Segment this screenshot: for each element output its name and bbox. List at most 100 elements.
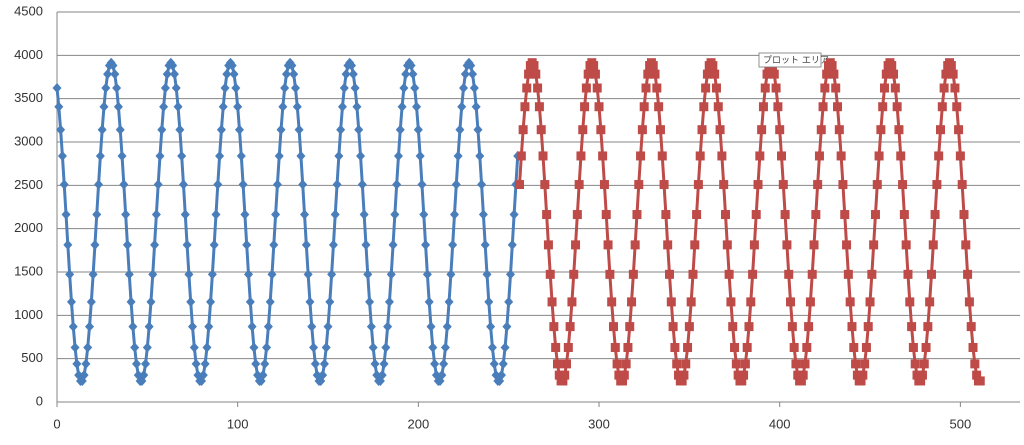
diamond-marker [366, 321, 376, 332]
square-marker [959, 210, 969, 220]
diamond-marker [222, 69, 232, 80]
square-marker [921, 342, 931, 352]
square-marker [547, 297, 557, 307]
square-marker [533, 83, 543, 93]
diamond-marker [289, 69, 299, 80]
square-marker [542, 210, 552, 220]
diamond-marker [169, 69, 179, 80]
diamond-marker [150, 239, 160, 250]
diamond-marker [280, 83, 290, 94]
diamond-marker [206, 296, 216, 307]
square-marker [607, 297, 617, 307]
square-marker [699, 102, 709, 112]
diamond-marker [262, 342, 272, 353]
square-marker [636, 151, 646, 161]
square-marker [753, 180, 763, 190]
diamond-marker [318, 370, 328, 381]
square-marker [661, 210, 671, 220]
square-marker [717, 151, 727, 161]
diamond-marker [482, 269, 492, 280]
square-marker [657, 151, 667, 161]
diamond-marker [388, 239, 398, 250]
diamond-marker [65, 269, 75, 280]
square-marker [594, 102, 604, 112]
square-marker [831, 83, 841, 93]
square-marker [858, 370, 868, 380]
diamond-marker [439, 358, 449, 369]
diamond-marker [86, 296, 96, 307]
diamond-marker [88, 269, 98, 280]
square-marker [852, 370, 862, 380]
square-marker [664, 269, 674, 279]
square-marker [814, 151, 824, 161]
diamond-marker [200, 358, 210, 369]
square-marker [627, 297, 637, 307]
diamond-marker [211, 209, 221, 220]
square-marker [905, 297, 915, 307]
square-marker [802, 342, 812, 352]
square-marker [889, 69, 899, 79]
y-tick-label: 1500 [14, 263, 43, 278]
square-marker [961, 240, 971, 250]
diamond-marker [209, 239, 219, 250]
square-marker [910, 359, 920, 369]
square-marker [928, 240, 938, 250]
diamond-marker [347, 60, 357, 71]
diamond-marker [430, 358, 440, 369]
square-marker [755, 151, 765, 161]
square-marker [686, 297, 696, 307]
diamond-marker [171, 83, 181, 94]
square-marker [813, 180, 823, 190]
square-marker [637, 125, 647, 135]
diamond-marker [131, 358, 141, 369]
y-tick-label: 2000 [14, 220, 43, 235]
diamond-marker [184, 269, 194, 280]
square-marker [515, 180, 525, 190]
diamond-marker [236, 150, 246, 161]
square-marker [576, 151, 586, 161]
square-marker [560, 370, 570, 380]
square-marker [780, 210, 790, 220]
diamond-marker [370, 358, 380, 369]
square-marker [534, 102, 544, 112]
square-marker [681, 359, 691, 369]
square-marker [972, 370, 982, 380]
square-marker [601, 210, 611, 220]
diamond-marker [442, 321, 452, 332]
y-tick-label: 3500 [14, 90, 43, 105]
diamond-marker [247, 321, 257, 332]
diamond-marker [393, 150, 403, 161]
diamond-marker [502, 321, 512, 332]
square-marker [769, 69, 779, 79]
diamond-marker [173, 101, 183, 112]
diamond-marker [361, 239, 371, 250]
diamond-marker [392, 179, 402, 190]
square-marker [870, 210, 880, 220]
square-marker [894, 125, 904, 135]
diamond-marker [281, 69, 291, 80]
diamond-marker [267, 269, 277, 280]
square-marker [552, 359, 562, 369]
square-marker [590, 69, 600, 79]
diamond-marker [457, 101, 467, 112]
diamond-marker [332, 179, 342, 190]
square-marker [950, 83, 960, 93]
square-marker [679, 370, 689, 380]
square-marker [840, 210, 850, 220]
diamond-marker [473, 124, 483, 135]
diamond-marker [168, 60, 178, 71]
diamond-marker [79, 370, 89, 381]
diamond-marker [146, 296, 156, 307]
diamond-marker [229, 69, 239, 80]
square-marker [551, 342, 561, 352]
square-marker [722, 240, 732, 250]
diamond-marker [328, 239, 338, 250]
diamond-marker [70, 342, 80, 353]
square-marker [543, 240, 553, 250]
diamond-marker [446, 269, 456, 280]
diamond-marker [56, 124, 66, 135]
square-marker [715, 125, 725, 135]
diamond-marker [460, 69, 470, 80]
square-marker [762, 69, 772, 79]
diamond-marker [300, 209, 310, 220]
